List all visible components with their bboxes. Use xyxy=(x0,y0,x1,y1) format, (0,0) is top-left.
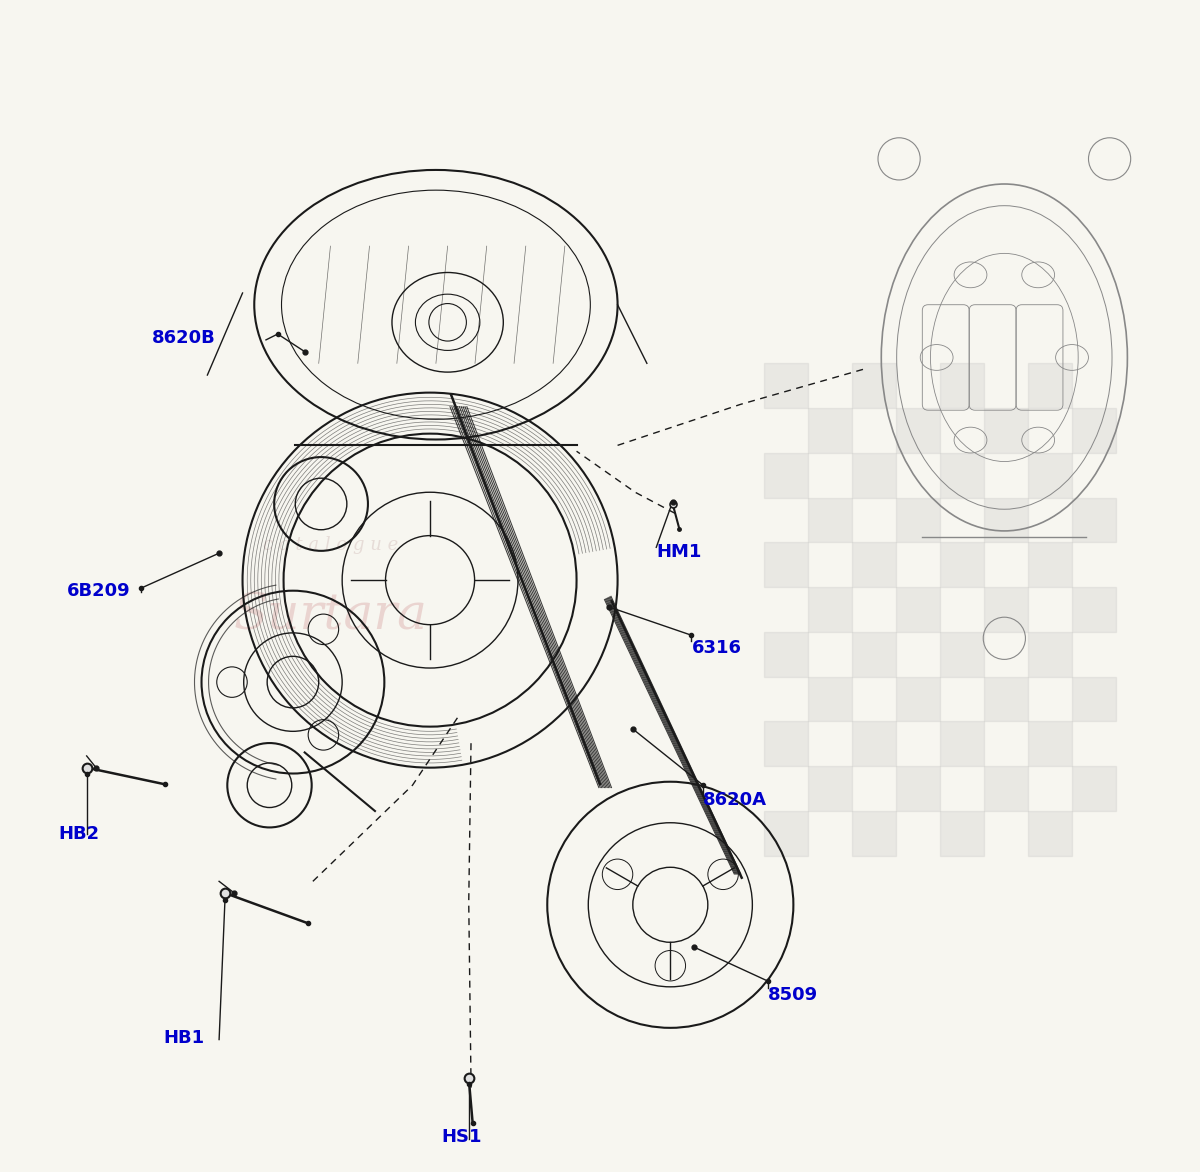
Text: HB2: HB2 xyxy=(59,825,100,843)
Bar xyxy=(1027,811,1072,856)
Bar xyxy=(940,811,984,856)
Bar xyxy=(764,543,808,587)
Bar xyxy=(764,452,808,498)
Bar xyxy=(852,721,896,766)
Text: 6316: 6316 xyxy=(691,639,742,657)
Bar xyxy=(1027,632,1072,676)
Bar xyxy=(764,632,808,676)
Bar xyxy=(1027,721,1072,766)
Bar xyxy=(1027,363,1072,408)
Bar xyxy=(984,766,1027,811)
Bar xyxy=(764,721,808,766)
Bar xyxy=(808,587,852,632)
Bar xyxy=(984,587,1027,632)
Bar xyxy=(984,676,1027,721)
Bar xyxy=(940,363,984,408)
Bar xyxy=(852,811,896,856)
Text: 8620B: 8620B xyxy=(152,329,216,347)
Bar xyxy=(896,408,940,452)
Text: HS1: HS1 xyxy=(442,1129,482,1146)
Bar xyxy=(984,408,1027,452)
Bar xyxy=(984,498,1027,543)
Text: HM1: HM1 xyxy=(656,544,702,561)
Bar xyxy=(940,721,984,766)
Text: Surtara: Surtara xyxy=(234,591,427,640)
Bar xyxy=(764,811,808,856)
Text: 8620A: 8620A xyxy=(703,791,767,810)
Bar xyxy=(896,766,940,811)
Bar xyxy=(808,498,852,543)
Bar xyxy=(852,452,896,498)
Bar xyxy=(940,632,984,676)
Bar xyxy=(808,766,852,811)
Bar xyxy=(852,363,896,408)
Bar xyxy=(764,363,808,408)
Bar xyxy=(1027,452,1072,498)
Bar xyxy=(1072,587,1116,632)
Text: HB1: HB1 xyxy=(163,1029,204,1047)
Bar xyxy=(1072,408,1116,452)
Bar xyxy=(808,408,852,452)
Bar xyxy=(1027,543,1072,587)
Text: c a t a l o g u e: c a t a l o g u e xyxy=(263,536,398,554)
Bar xyxy=(896,587,940,632)
Bar xyxy=(1072,498,1116,543)
Bar xyxy=(940,452,984,498)
Bar xyxy=(1072,766,1116,811)
Text: 6B209: 6B209 xyxy=(67,582,131,600)
Bar xyxy=(896,676,940,721)
Bar xyxy=(852,632,896,676)
Bar xyxy=(940,543,984,587)
Bar xyxy=(808,676,852,721)
Bar xyxy=(896,498,940,543)
Bar xyxy=(1072,676,1116,721)
Text: 8509: 8509 xyxy=(768,986,817,1004)
Bar xyxy=(852,543,896,587)
